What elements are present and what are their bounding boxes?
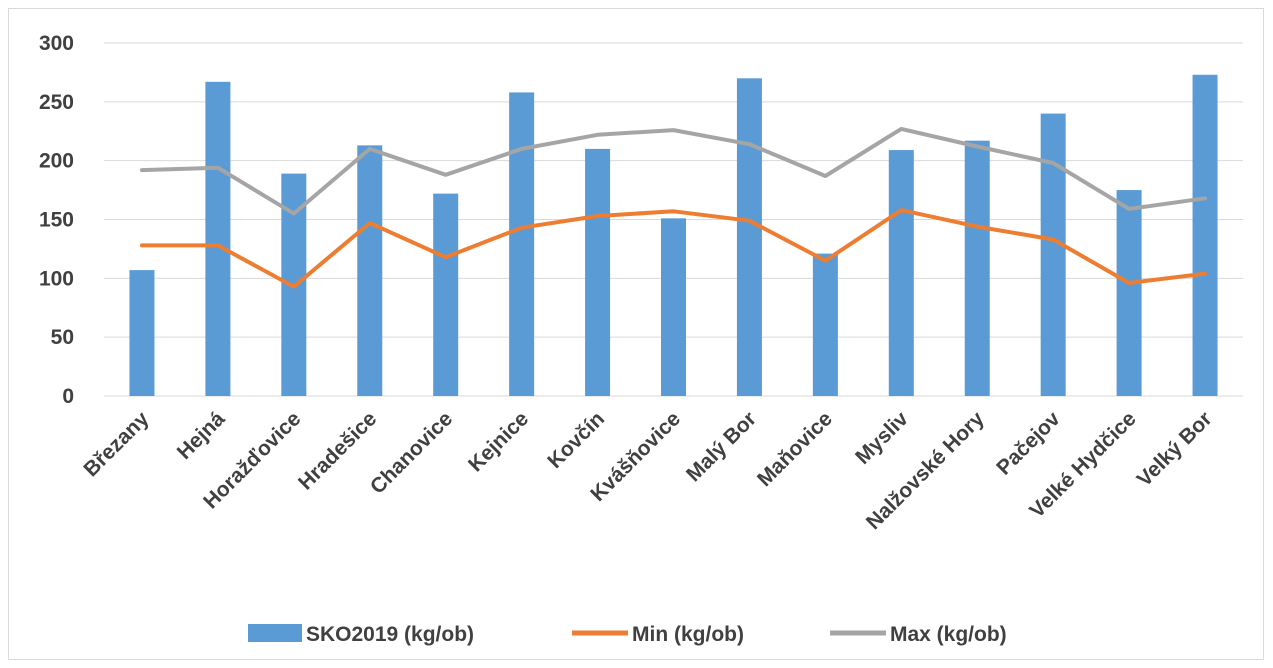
bar [509, 92, 535, 397]
bar [1192, 74, 1218, 397]
y-tick-label: 150 [39, 209, 74, 232]
x-tick-label: Hejná [173, 407, 230, 464]
x-tick-label: Malý Bor [682, 407, 761, 486]
x-tick-label: Kovčín [543, 407, 609, 473]
x-tick-label: Kejnice [464, 407, 533, 476]
y-tick-label: 250 [39, 91, 74, 114]
line-series [140, 126, 1207, 289]
bar [205, 81, 231, 396]
x-tick-label: Maňovice [753, 407, 837, 491]
y-tick-label: 300 [39, 32, 74, 55]
legend-swatch-bar [248, 624, 302, 642]
bar [736, 78, 762, 397]
y-tick-label: 100 [39, 267, 74, 290]
legend: SKO2019 (kg/ob) Min (kg/ob) Max (kg/ob) [248, 623, 1007, 646]
legend-label: SKO2019 (kg/ob) [306, 623, 474, 646]
bar [1040, 113, 1066, 396]
bar [812, 253, 838, 396]
bar-series [129, 74, 1218, 397]
x-tick-label: Březany [79, 407, 153, 481]
series-line-max [140, 126, 1207, 216]
bar [129, 270, 155, 396]
bar [888, 150, 914, 396]
x-tick-label: Velký Bor [1133, 407, 1217, 491]
bar [661, 218, 686, 396]
series-line-min [140, 208, 1207, 289]
x-tick-label: Pačejov [992, 407, 1065, 480]
legend-label: Min (kg/ob) [632, 623, 744, 646]
bar [964, 140, 990, 396]
bar [357, 145, 383, 396]
x-axis-labels: Březany HejnáHoražďoviceHradešiceChanovic… [79, 407, 1216, 534]
x-tick-label: Mysliv [851, 407, 913, 469]
bar [1116, 190, 1142, 396]
x-tick-label: Chanovice [366, 407, 457, 498]
y-tick-label: 200 [39, 150, 74, 173]
y-tick-label: 0 [62, 385, 74, 408]
y-tick-label: 50 [51, 326, 74, 349]
y-axis-ticks: 0 50 100 150 200 250 300 [39, 32, 74, 408]
bar [433, 193, 459, 396]
legend-label: Max (kg/ob) [890, 623, 1007, 646]
bar [585, 148, 611, 396]
